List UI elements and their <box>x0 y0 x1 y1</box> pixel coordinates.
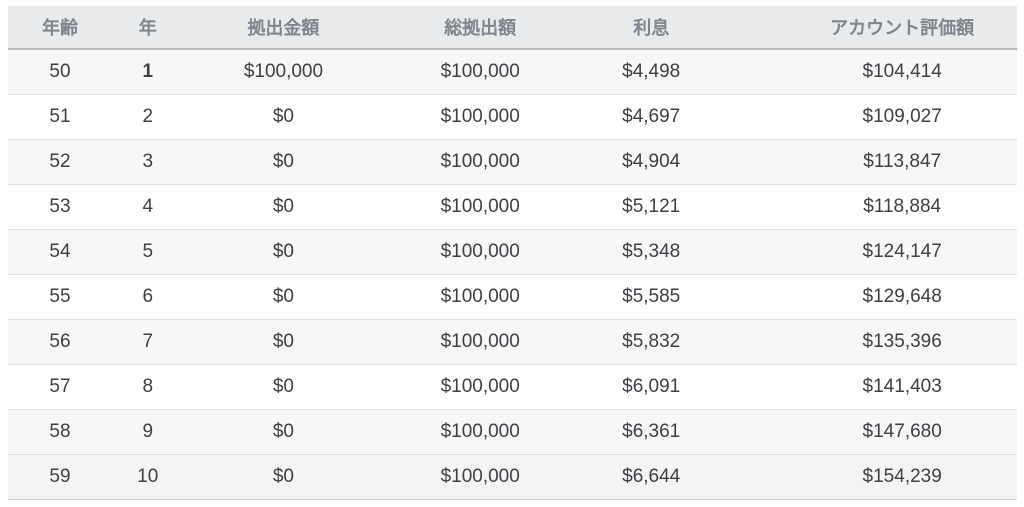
cell-year: 4 <box>111 184 184 230</box>
cell-total-contribution: $100,000 <box>383 319 578 365</box>
cell-age: 50 <box>8 49 112 95</box>
cell-contribution: $0 <box>183 364 384 410</box>
cell-age: 59 <box>8 454 112 500</box>
savings-projection-table-wrap: 年齢 年 拠出金額 総拠出額 利息 アカウント評価額 50 1 $100,000… <box>8 6 1017 500</box>
cell-age: 53 <box>8 184 112 230</box>
cell-year: 10 <box>111 454 184 500</box>
cell-contribution: $0 <box>183 184 384 230</box>
cell-account-value: $154,239 <box>725 454 1017 500</box>
cell-contribution: $0 <box>183 229 384 275</box>
cell-year: 2 <box>111 94 184 140</box>
cell-interest: $4,498 <box>577 49 726 95</box>
column-header-year: 年 <box>111 6 184 50</box>
column-header-age: 年齢 <box>8 6 112 50</box>
cell-age: 58 <box>8 409 112 455</box>
cell-interest: $5,348 <box>577 229 726 275</box>
cell-total-contribution: $100,000 <box>383 49 578 95</box>
cell-year: 6 <box>111 274 184 320</box>
cell-age: 52 <box>8 139 112 185</box>
cell-contribution: $0 <box>183 409 384 455</box>
cell-year: 8 <box>111 364 184 410</box>
cell-account-value: $118,884 <box>725 184 1017 230</box>
cell-interest: $6,644 <box>577 454 726 500</box>
cell-contribution: $100,000 <box>183 49 384 95</box>
savings-projection-table: 年齢 年 拠出金額 総拠出額 利息 アカウント評価額 50 1 $100,000… <box>8 6 1017 500</box>
cell-account-value: $135,396 <box>725 319 1017 365</box>
cell-year: 3 <box>111 139 184 185</box>
cell-contribution: $0 <box>183 94 384 140</box>
cell-age: 55 <box>8 274 112 320</box>
table-row: 52 3 $0 $100,000 $4,904 $113,847 <box>8 139 1017 185</box>
cell-contribution: $0 <box>183 454 384 500</box>
column-header-contribution: 拠出金額 <box>183 6 384 50</box>
cell-year: 7 <box>111 319 184 365</box>
column-header-account-value: アカウント評価額 <box>725 6 1017 50</box>
cell-total-contribution: $100,000 <box>383 409 578 455</box>
cell-total-contribution: $100,000 <box>383 229 578 275</box>
cell-interest: $5,832 <box>577 319 726 365</box>
cell-account-value: $104,414 <box>725 49 1017 95</box>
cell-account-value: $147,680 <box>725 409 1017 455</box>
cell-total-contribution: $100,000 <box>383 364 578 410</box>
cell-year: 5 <box>111 229 184 275</box>
cell-age: 56 <box>8 319 112 365</box>
cell-contribution: $0 <box>183 319 384 365</box>
cell-age: 54 <box>8 229 112 275</box>
cell-year: 1 <box>111 49 184 95</box>
table-row: 58 9 $0 $100,000 $6,361 $147,680 <box>8 409 1017 455</box>
cell-total-contribution: $100,000 <box>383 454 578 500</box>
column-header-total-contribution: 総拠出額 <box>383 6 578 50</box>
table-row: 50 1 $100,000 $100,000 $4,498 $104,414 <box>8 49 1017 95</box>
cell-contribution: $0 <box>183 139 384 185</box>
table-row: 59 10 $0 $100,000 $6,644 $154,239 <box>8 454 1017 500</box>
table-row: 54 5 $0 $100,000 $5,348 $124,147 <box>8 229 1017 275</box>
cell-age: 51 <box>8 94 112 140</box>
table-row: 56 7 $0 $100,000 $5,832 $135,396 <box>8 319 1017 365</box>
table-row: 53 4 $0 $100,000 $5,121 $118,884 <box>8 184 1017 230</box>
cell-interest: $6,361 <box>577 409 726 455</box>
cell-interest: $5,121 <box>577 184 726 230</box>
table-row: 55 6 $0 $100,000 $5,585 $129,648 <box>8 274 1017 320</box>
cell-account-value: $141,403 <box>725 364 1017 410</box>
cell-account-value: $124,147 <box>725 229 1017 275</box>
cell-account-value: $129,648 <box>725 274 1017 320</box>
cell-interest: $5,585 <box>577 274 726 320</box>
cell-total-contribution: $100,000 <box>383 274 578 320</box>
cell-total-contribution: $100,000 <box>383 139 578 185</box>
cell-interest: $4,904 <box>577 139 726 185</box>
table-row: 51 2 $0 $100,000 $4,697 $109,027 <box>8 94 1017 140</box>
cell-age: 57 <box>8 364 112 410</box>
cell-account-value: $109,027 <box>725 94 1017 140</box>
cell-interest: $4,697 <box>577 94 726 140</box>
table-row: 57 8 $0 $100,000 $6,091 $141,403 <box>8 364 1017 410</box>
cell-account-value: $113,847 <box>725 139 1017 185</box>
header-row: 年齢 年 拠出金額 総拠出額 利息 アカウント評価額 <box>8 6 1017 50</box>
cell-contribution: $0 <box>183 274 384 320</box>
column-header-interest: 利息 <box>577 6 726 50</box>
cell-year: 9 <box>111 409 184 455</box>
cell-total-contribution: $100,000 <box>383 184 578 230</box>
cell-total-contribution: $100,000 <box>383 94 578 140</box>
cell-interest: $6,091 <box>577 364 726 410</box>
